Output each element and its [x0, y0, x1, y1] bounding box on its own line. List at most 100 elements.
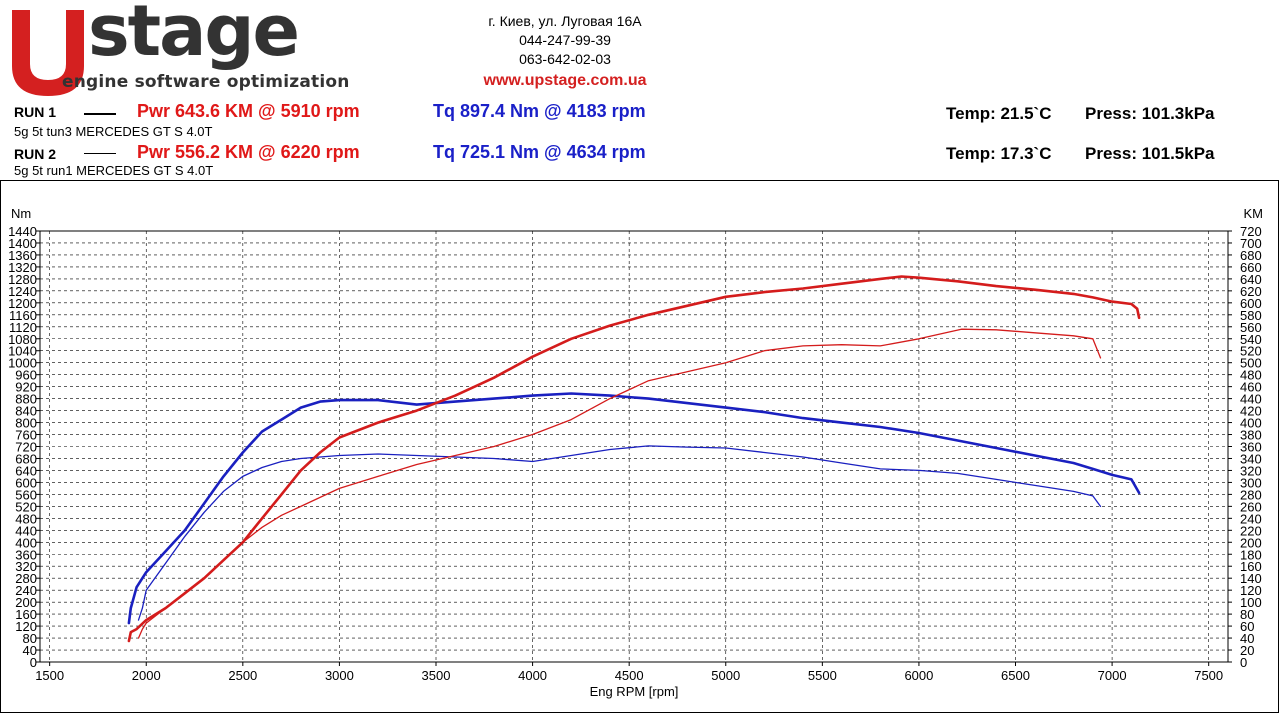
y-left-tick-label: 1400 — [8, 236, 37, 251]
y-right-tick-label: 60 — [1240, 619, 1254, 634]
run-2-legend-line — [84, 153, 116, 154]
y-left-tick-label: 960 — [15, 368, 37, 383]
y-left-tick-label: 1320 — [8, 260, 37, 275]
y-right-tick-label: 600 — [1240, 296, 1262, 311]
y-right-tick-label: 120 — [1240, 583, 1262, 598]
y-right-tick-label: 220 — [1240, 523, 1262, 538]
y-right-tick-label: 460 — [1240, 380, 1262, 395]
y-right-axis-label: KM — [1244, 206, 1264, 221]
y-left-tick-label: 680 — [15, 451, 37, 466]
y-left-tick-label: 0 — [30, 655, 37, 670]
y-right-tick-label: 100 — [1240, 595, 1262, 610]
y-right-tick-label: 560 — [1240, 320, 1262, 335]
y-left-tick-label: 1040 — [8, 344, 37, 359]
y-right-tick-label: 140 — [1240, 571, 1262, 586]
y-right-tick-label: 240 — [1240, 511, 1262, 526]
y-right-tick-label: 80 — [1240, 607, 1254, 622]
y-left-tick-label: 240 — [15, 583, 37, 598]
y-right-tick-label: 480 — [1240, 368, 1262, 383]
y-right-tick-label: 260 — [1240, 499, 1262, 514]
y-left-tick-label: 40 — [23, 643, 37, 658]
series-run-2-power-line — [137, 328, 1102, 639]
logo: stage engine software optimization — [0, 0, 410, 100]
y-left-tick-label: 120 — [15, 619, 37, 634]
y-left-tick-label: 160 — [15, 607, 37, 622]
y-left-axis-label: Nm — [11, 206, 31, 221]
y-right-tick-label: 720 — [1240, 224, 1262, 239]
run-1-legend-line — [84, 113, 116, 115]
series-run-2-torque-line — [137, 445, 1102, 621]
x-tick-label: 6500 — [1001, 668, 1030, 683]
y-right-tick-label: 700 — [1240, 236, 1262, 251]
y-left-tick-label: 840 — [15, 404, 37, 419]
dyno-chart: 0 40 80 120 160 200 240 280 320 360 400 440 480 520 56… — [0, 180, 1279, 713]
y-left-tick-label: 1280 — [8, 272, 37, 287]
run-1-label: RUN 1 — [14, 104, 57, 120]
y-left-tick-label: 1160 — [9, 308, 37, 323]
y-left-tick-label: 1200 — [8, 296, 37, 311]
y-left-tick-label: 520 — [15, 499, 37, 514]
logo-text: stage — [88, 0, 300, 72]
y-right-tick-label: 640 — [1240, 272, 1262, 287]
y-right-tick-label: 340 — [1240, 451, 1262, 466]
y-right-tick-label: 160 — [1240, 559, 1262, 574]
run-2-temp: Temp: 17.3`C — [946, 144, 1052, 163]
run-1-description: 5g 5t tun3 MERCEDES GT S 4.0T — [14, 124, 213, 139]
y-left-tick-label: 800 — [15, 416, 37, 431]
x-tick-label: 7500 — [1194, 668, 1223, 683]
y-right-tick-label: 20 — [1240, 643, 1254, 658]
y-right-tick-label: 680 — [1240, 248, 1262, 263]
y-right-tick-label: 380 — [1240, 428, 1262, 443]
x-tick-label: 3500 — [422, 668, 451, 683]
y-left-tick-label: 1360 — [8, 248, 37, 263]
y-right-tick-label: 300 — [1240, 475, 1262, 490]
run-1-press: Press: 101.3kPa — [1085, 104, 1215, 123]
contact-website[interactable]: www.upstage.com.ua — [483, 72, 647, 89]
x-tick-label: 7000 — [1098, 668, 1127, 683]
y-left-tick-label: 280 — [15, 571, 37, 586]
x-tick-label: 3000 — [325, 668, 354, 683]
y-left-tick-label: 200 — [15, 595, 37, 610]
y-left-tick-label: 360 — [15, 547, 37, 562]
y-left-tick-label: 80 — [23, 631, 37, 646]
contact-phone-2: 063-642-02-03 — [519, 51, 611, 67]
x-tick-label: 2500 — [228, 668, 257, 683]
run-2-power: Pwr 556.2 KM @ 6220 rpm — [137, 142, 360, 162]
y-left-tick-label: 760 — [15, 428, 37, 443]
x-tick-label: 2000 — [132, 668, 161, 683]
contact-phone-1: 044-247-99-39 — [519, 32, 611, 48]
x-tick-label: 4500 — [615, 668, 644, 683]
y-right-tick-label: 280 — [1240, 487, 1262, 502]
run-2-torque: Tq 725.1 Nm @ 4634 rpm — [433, 142, 646, 162]
x-axis-label: Eng RPM [rpm] — [590, 684, 679, 699]
y-left-tick-label: 640 — [15, 463, 37, 478]
y-left-tick-label: 1240 — [8, 284, 37, 299]
y-right-tick-label: 0 — [1240, 655, 1247, 670]
y-left-tick-label: 1080 — [8, 332, 37, 347]
run-2-description: 5g 5t run1 MERCEDES GT S 4.0T — [14, 163, 214, 178]
y-right-tick-label: 520 — [1240, 344, 1262, 359]
y-left-tick-label: 1000 — [8, 356, 37, 371]
y-right-tick-label: 580 — [1240, 308, 1262, 323]
run-2-press: Press: 101.5kPa — [1085, 144, 1215, 163]
y-left-tick-label: 440 — [15, 523, 37, 538]
y-right-tick-label: 620 — [1240, 284, 1262, 299]
y-left-tick-label: 1120 — [9, 320, 37, 335]
y-left-tick-label: 600 — [15, 475, 37, 490]
y-left-tick-label: 560 — [15, 487, 37, 502]
dyno-chart-svg: 0408012016020024028032036040044048052056… — [8, 206, 1264, 699]
y-right-tick-label: 540 — [1240, 332, 1262, 347]
y-right-tick-label: 660 — [1240, 260, 1262, 275]
series-run-1-torque-line — [127, 392, 1141, 625]
y-right-tick-label: 420 — [1240, 404, 1262, 419]
x-tick-label: 5000 — [711, 668, 740, 683]
run-1-temp: Temp: 21.5`C — [946, 104, 1052, 123]
x-tick-label: 4000 — [518, 668, 547, 683]
y-left-tick-label: 320 — [15, 559, 37, 574]
x-tick-label: 6000 — [904, 668, 933, 683]
y-right-tick-label: 440 — [1240, 392, 1262, 407]
y-left-tick-label: 920 — [15, 380, 37, 395]
run-2-label: RUN 2 — [14, 146, 57, 162]
x-tick-label: 5500 — [808, 668, 837, 683]
run-1-power: Pwr 643.6 KM @ 5910 rpm — [137, 101, 360, 121]
